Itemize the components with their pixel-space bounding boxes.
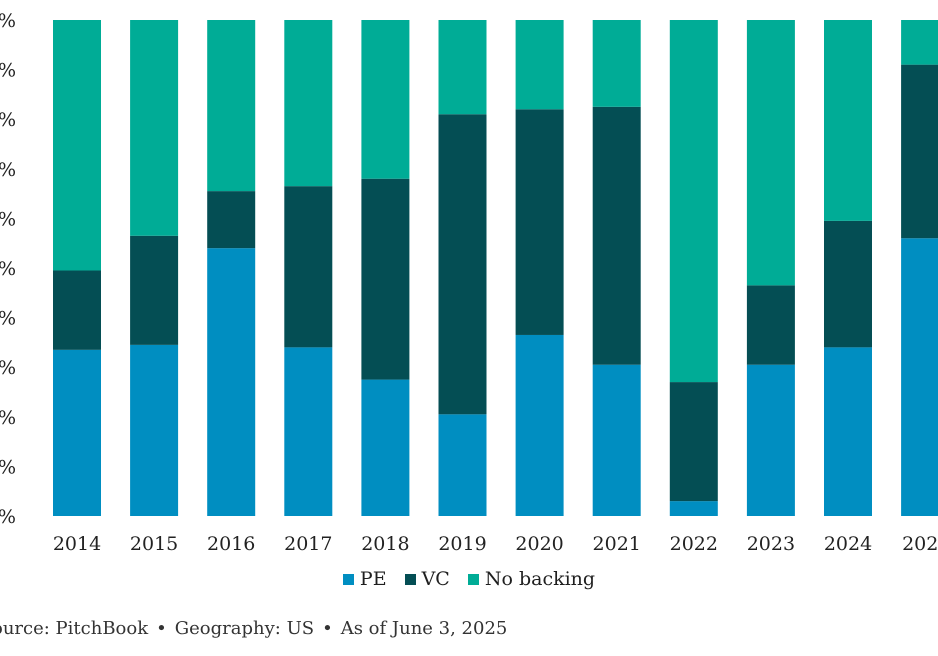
y-tick-label: 70% — [0, 159, 16, 181]
bar-pe-2021 — [592, 364, 641, 516]
x-tick-label: 2024 — [824, 533, 872, 555]
legend-item-pe: PE — [342, 568, 387, 590]
source-footer: ource: PitchBook • Geography: US • As of Jun… — [0, 618, 507, 639]
x-tick-label: 2019 — [438, 533, 486, 555]
stacked-bar-chart: 0%10%20%30%40%50%60%70%80%90%100% 201420… — [0, 10, 938, 555]
footer-separator: • — [322, 618, 333, 639]
legend: PE VC No backing — [0, 568, 938, 590]
y-tick-label: 80% — [0, 109, 16, 131]
legend-label-no-backing: No backing — [484, 568, 596, 590]
bar-no-backing-2021 — [592, 20, 641, 107]
x-tick-label: 2018 — [361, 533, 409, 555]
bar-vc-2014 — [53, 270, 101, 350]
y-axis: 0% 10% 20% 30% 40% 50% 60% 70% 80% 90% 100% — [0, 10, 16, 528]
x-tick-label: 2022 — [670, 533, 718, 555]
bar-pe-2019 — [438, 414, 487, 516]
bar-vc-2019 — [438, 114, 487, 415]
legend-label-vc: VC — [421, 568, 450, 590]
legend-swatch-no-backing — [467, 573, 479, 585]
y-tick-label: 30% — [0, 357, 16, 379]
legend-item-vc: VC — [404, 568, 450, 590]
bar-pe-2020 — [515, 334, 564, 516]
legend-swatch-vc — [404, 573, 416, 585]
bar-pe-2022 — [669, 501, 718, 516]
bar-no-backing-2019 — [438, 20, 487, 115]
bar-no-backing-2023 — [746, 20, 795, 286]
y-tick-label: 10% — [0, 456, 16, 478]
legend-item-no-backing: No backing — [467, 568, 596, 590]
bar-vc-2017 — [284, 186, 333, 348]
bar-vc-2018 — [361, 178, 410, 380]
bar-pe-2023 — [746, 364, 795, 516]
x-tick-label: 2020 — [515, 533, 563, 555]
bars — [53, 20, 938, 517]
bar-vc-2015 — [130, 235, 179, 345]
bar-pe-2024 — [824, 347, 872, 516]
bar-vc-2022 — [669, 382, 718, 502]
y-tick-label: 100% — [0, 10, 16, 32]
y-tick-label: 20% — [0, 407, 16, 429]
footer-as-of: As of June 3, 2025 — [340, 618, 508, 639]
legend-swatch-pe — [342, 573, 354, 585]
bar-vc-2021 — [592, 106, 641, 365]
x-tick-label: 2014 — [53, 533, 101, 555]
bar-no-backing-2018 — [361, 20, 410, 179]
y-tick-label: 40% — [0, 308, 16, 330]
bar-pe-2017 — [284, 347, 333, 516]
y-tick-label: 90% — [0, 60, 16, 82]
bar-vc-2025 — [901, 64, 938, 239]
y-tick-label: 60% — [0, 208, 16, 230]
bar-vc-2024 — [824, 220, 872, 348]
bar-pe-2016 — [207, 248, 256, 516]
bar-pe-2025 — [901, 238, 938, 517]
y-tick-label: 0% — [0, 506, 16, 528]
bar-no-backing-2015 — [130, 20, 179, 236]
footer-source: ource: PitchBook — [0, 618, 149, 639]
legend-label-pe: PE — [359, 568, 387, 590]
x-tick-label: 202 — [902, 533, 938, 555]
bar-no-backing-2014 — [53, 20, 101, 271]
x-tick-label: 2015 — [130, 533, 178, 555]
bar-no-backing-2022 — [669, 20, 718, 383]
bar-vc-2016 — [207, 191, 256, 249]
bar-vc-2023 — [746, 285, 795, 365]
bar-no-backing-2016 — [207, 20, 256, 192]
bar-no-backing-2017 — [284, 20, 333, 187]
footer-geography: Geography: US — [174, 618, 315, 639]
bar-no-backing-2025 — [901, 20, 938, 65]
y-tick-label: 50% — [0, 258, 16, 280]
x-tick-label: 2016 — [207, 533, 255, 555]
x-tick-label: 2017 — [284, 533, 332, 555]
bar-pe-2014 — [53, 349, 101, 516]
x-tick-label: 2021 — [593, 533, 641, 555]
bar-no-backing-2020 — [515, 20, 564, 110]
bar-pe-2015 — [130, 344, 179, 516]
x-axis: 2014 2015 2016 2017 2018 2019 2020 2021 2022 2023… — [53, 533, 938, 555]
footer-separator: • — [156, 618, 167, 639]
x-tick-label: 2023 — [747, 533, 795, 555]
bar-no-backing-2024 — [824, 20, 872, 221]
bar-vc-2020 — [515, 109, 564, 335]
bar-pe-2018 — [361, 379, 410, 516]
